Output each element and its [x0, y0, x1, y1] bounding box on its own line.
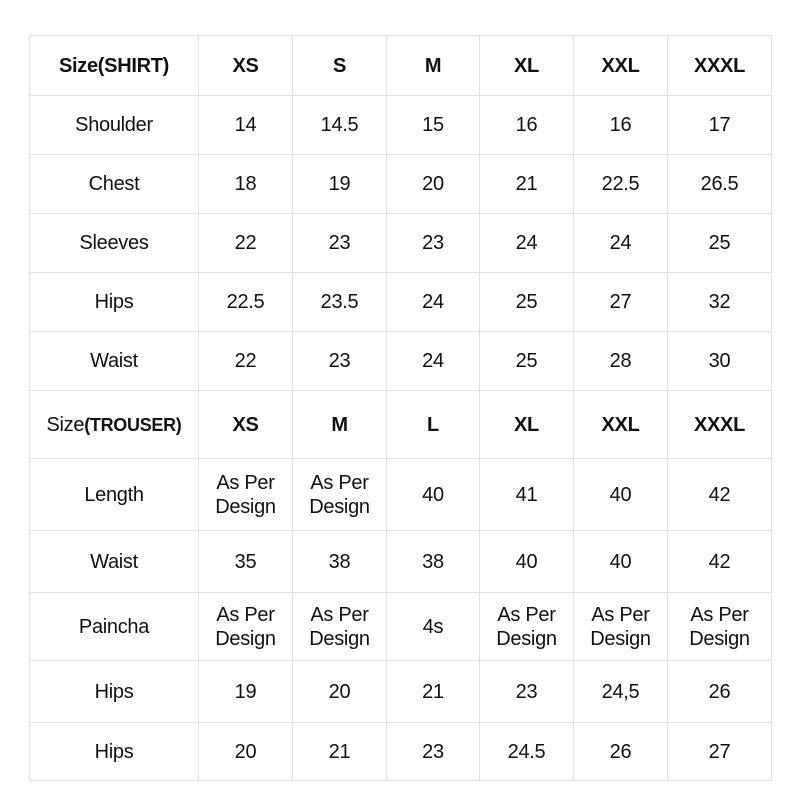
measurement-cell: 38	[386, 530, 480, 593]
measurement-cell: 42	[667, 458, 772, 531]
measurement-cell: 32	[667, 272, 772, 332]
measurement-label: Sleeves	[29, 213, 199, 273]
measurement-cell: 28	[573, 331, 668, 391]
measurement-cell: 4s	[386, 592, 480, 661]
measurement-cell: 41	[479, 458, 574, 531]
trouser-size-header: M	[292, 390, 387, 459]
trouser-size-label: Size(TROUSER)	[29, 390, 199, 459]
measurement-cell: As Per Design	[479, 592, 574, 661]
shirt-table-row: Shoulder 14 14.5 15 16 16 17	[29, 95, 772, 155]
size-chart-table: Size(SHIRT) XS S M XL XXL XXXL Shoulder 14 14.5 15…	[29, 35, 772, 781]
measurement-cell: 18	[198, 154, 293, 214]
shirt-table-row: Sleeves 22 23 23 24 24 25	[29, 213, 772, 273]
measurement-cell: 26	[573, 722, 668, 781]
shirt-size-header: S	[292, 35, 387, 96]
trouser-table-row: Length As Per Design As Per Design 40 41 40 42	[29, 458, 772, 531]
measurement-label: Hips	[29, 722, 199, 781]
measurement-label: Length	[29, 458, 199, 531]
measurement-cell: 27	[667, 722, 772, 781]
measurement-label: Waist	[29, 331, 199, 391]
shirt-header-row: Size(SHIRT) XS S M XL XXL XXXL	[29, 35, 772, 96]
measurement-cell: 20	[198, 722, 293, 781]
measurement-cell: 24,5	[573, 660, 668, 723]
measurement-cell: 25	[479, 331, 574, 391]
measurement-cell: As Per Design	[667, 592, 772, 661]
measurement-cell: 22	[198, 213, 293, 273]
measurement-cell: 25	[667, 213, 772, 273]
trouser-table-row: Waist 35 38 38 40 40 42	[29, 530, 772, 593]
shirt-table-row: Chest 18 19 20 21 22.5 26.5	[29, 154, 772, 214]
measurement-cell: 24	[479, 213, 574, 273]
measurement-cell: 23.5	[292, 272, 387, 332]
measurement-cell: 26.5	[667, 154, 772, 214]
measurement-cell: 20	[292, 660, 387, 723]
measurement-cell: 40	[386, 458, 480, 531]
measurement-cell: 23	[479, 660, 574, 723]
measurement-cell: 23	[292, 331, 387, 391]
trouser-table-row: Paincha As Per Design As Per Design 4s As Pe…	[29, 592, 772, 661]
shirt-size-header: XXL	[573, 35, 668, 96]
trouser-table-row: Hips 20 21 23 24.5 26 27	[29, 722, 772, 781]
measurement-cell: 16	[573, 95, 668, 155]
measurement-cell: 23	[386, 213, 480, 273]
measurement-label: Shoulder	[29, 95, 199, 155]
measurement-cell: 24.5	[479, 722, 574, 781]
measurement-cell: 42	[667, 530, 772, 593]
measurement-label: Waist	[29, 530, 199, 593]
measurement-cell: 20	[386, 154, 480, 214]
trouser-size-header: XXXL	[667, 390, 772, 459]
shirt-table-row: Hips 22.5 23.5 24 25 27 32	[29, 272, 772, 332]
shirt-size-label: Size(SHIRT)	[29, 35, 199, 96]
measurement-cell: 40	[573, 530, 668, 593]
measurement-cell: 22.5	[573, 154, 668, 214]
trouser-size-header: XL	[479, 390, 574, 459]
measurement-cell: As Per Design	[292, 592, 387, 661]
measurement-cell: 19	[292, 154, 387, 214]
measurement-cell: 27	[573, 272, 668, 332]
shirt-size-header: XL	[479, 35, 574, 96]
measurement-cell: 24	[386, 272, 480, 332]
measurement-cell: As Per Design	[573, 592, 668, 661]
trouser-size-header: L	[386, 390, 480, 459]
measurement-cell: 17	[667, 95, 772, 155]
measurement-label: Hips	[29, 660, 199, 723]
shirt-size-header: XXXL	[667, 35, 772, 96]
measurement-cell: 24	[386, 331, 480, 391]
shirt-size-header: M	[386, 35, 480, 96]
trouser-size-prefix: Size	[46, 413, 85, 436]
measurement-cell: As Per Design	[198, 592, 293, 661]
measurement-cell: As Per Design	[198, 458, 293, 531]
trouser-size-header: XS	[198, 390, 293, 459]
measurement-cell: 25	[479, 272, 574, 332]
shirt-table-row: Waist 22 23 24 25 28 30	[29, 331, 772, 391]
measurement-label: Paincha	[29, 592, 199, 661]
measurement-cell: 35	[198, 530, 293, 593]
trouser-size-header: XXL	[573, 390, 668, 459]
measurement-cell: 22.5	[198, 272, 293, 332]
measurement-cell: 19	[198, 660, 293, 723]
measurement-cell: 24	[573, 213, 668, 273]
shirt-size-header: XS	[198, 35, 293, 96]
measurement-cell: 23	[292, 213, 387, 273]
trouser-header-row: Size(TROUSER) XS M L XL XXL XXXL	[29, 390, 772, 459]
measurement-cell: 23	[386, 722, 480, 781]
measurement-cell: 15	[386, 95, 480, 155]
measurement-cell: 38	[292, 530, 387, 593]
measurement-cell: 40	[479, 530, 574, 593]
measurement-cell: 14.5	[292, 95, 387, 155]
measurement-label: Hips	[29, 272, 199, 332]
measurement-cell: 14	[198, 95, 293, 155]
measurement-cell: 22	[198, 331, 293, 391]
trouser-size-suffix: (TROUSER)	[84, 414, 182, 435]
measurement-cell: 16	[479, 95, 574, 155]
measurement-cell: 21	[386, 660, 480, 723]
measurement-cell: 30	[667, 331, 772, 391]
measurement-cell: As Per Design	[292, 458, 387, 531]
measurement-cell: 21	[479, 154, 574, 214]
measurement-cell: 26	[667, 660, 772, 723]
measurement-cell: 40	[573, 458, 668, 531]
trouser-table-row: Hips 19 20 21 23 24,5 26	[29, 660, 772, 723]
measurement-label: Chest	[29, 154, 199, 214]
measurement-cell: 21	[292, 722, 387, 781]
